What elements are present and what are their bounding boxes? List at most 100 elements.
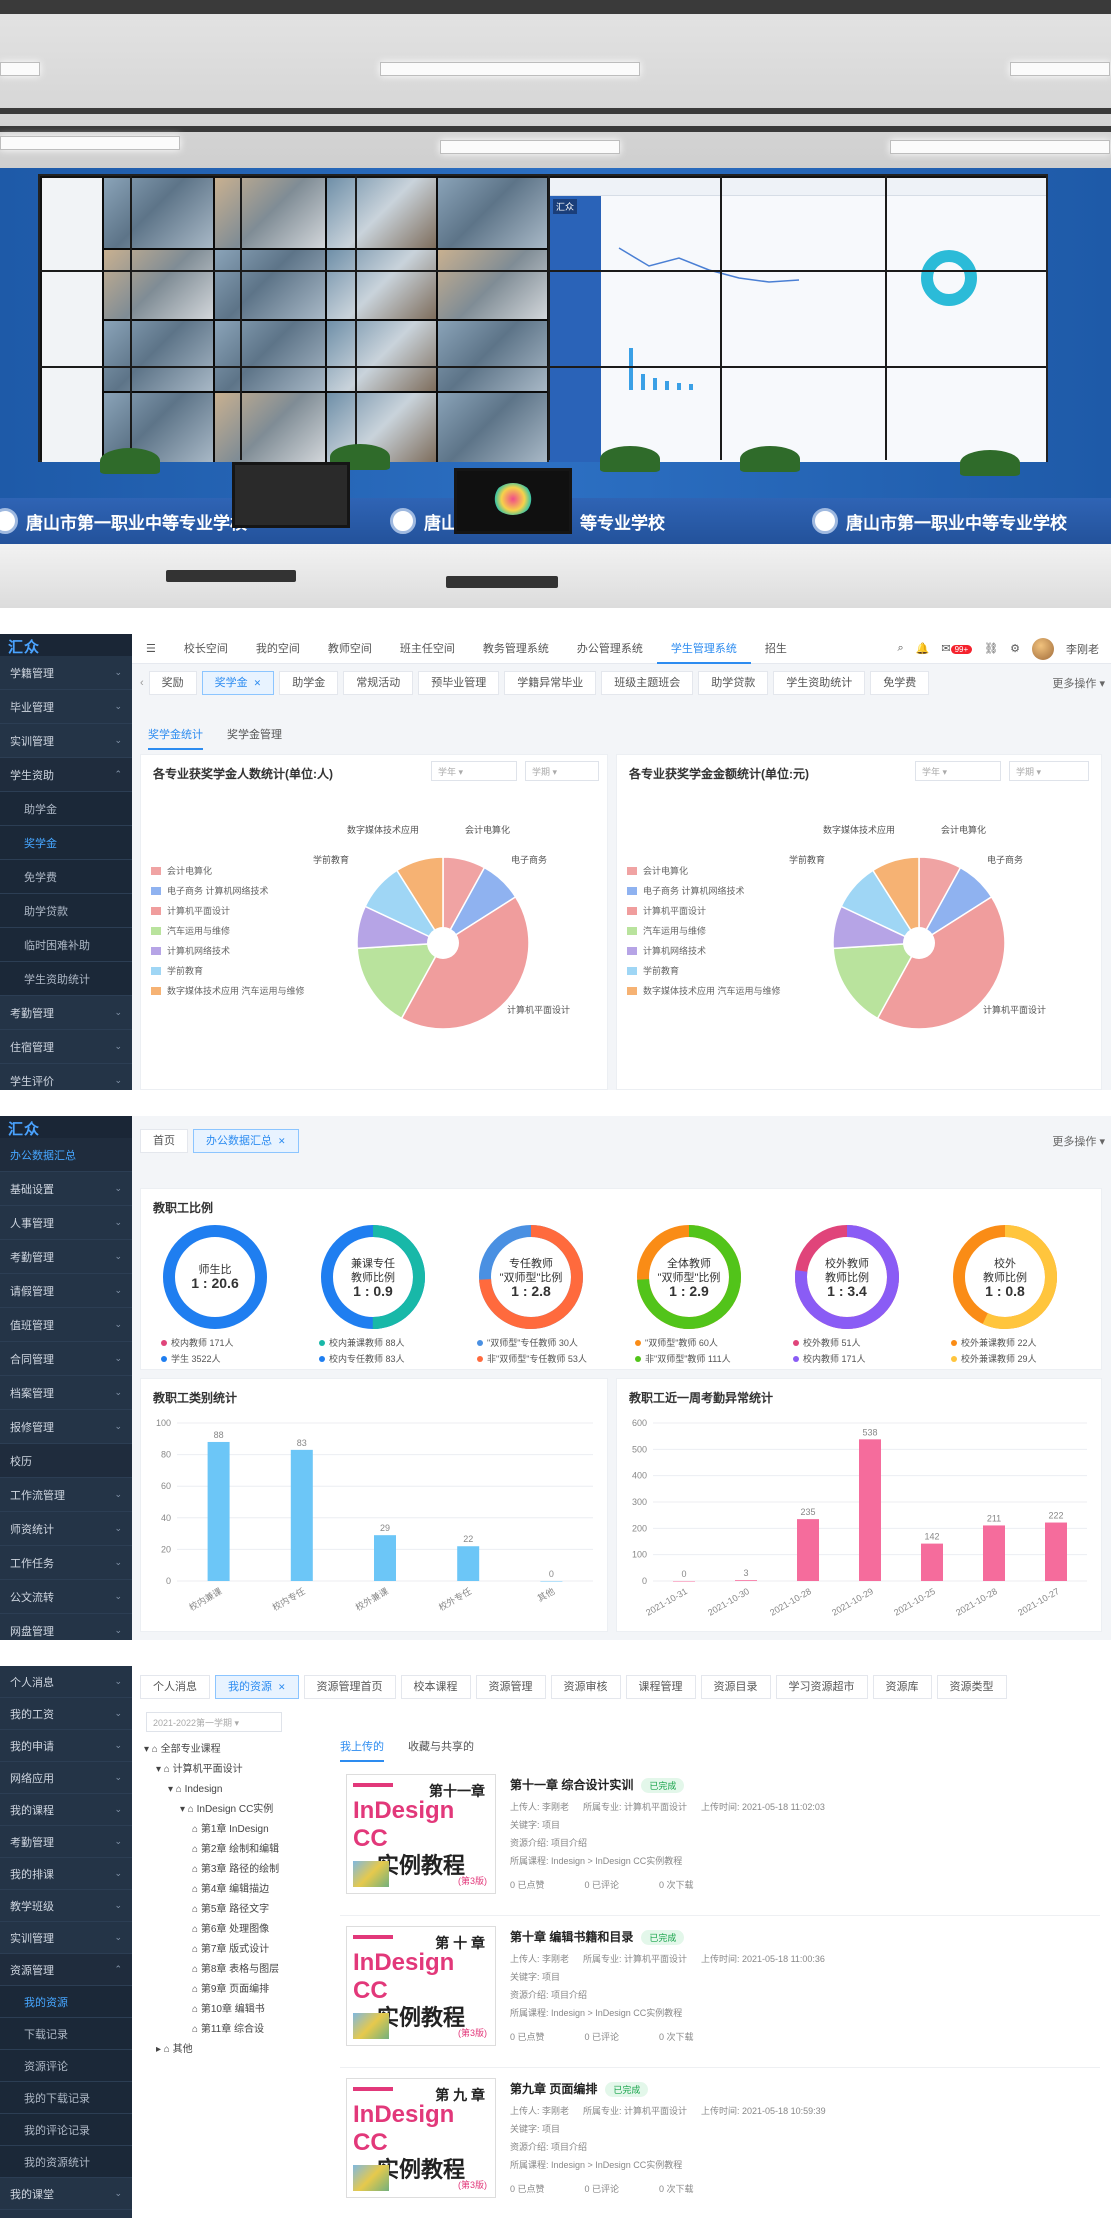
message-icon[interactable]: ✉ 99+ xyxy=(941,642,973,655)
year-select[interactable]: 学年 ▾ xyxy=(431,761,517,781)
tab[interactable]: 课程管理 xyxy=(625,1675,696,1699)
sidebar-item[interactable]: 学生资助统计 xyxy=(0,962,132,996)
subtab-scholarship-stats[interactable]: 奖学金统计 xyxy=(148,726,203,750)
stat-item[interactable]: 0 已评论 xyxy=(584,2184,620,2194)
top-nav-item[interactable]: 教师空间 xyxy=(327,642,372,655)
tab[interactable]: 预毕业管理 xyxy=(418,671,500,695)
tab[interactable]: 资源管理 xyxy=(475,1675,546,1699)
sidebar-item[interactable]: 我的课堂 ⌄ xyxy=(0,2178,132,2210)
sidebar-item[interactable]: 公文流转 ⌄ xyxy=(0,1580,132,1614)
tree-node[interactable]: ▾ ⌂ Indesign xyxy=(168,1784,223,1795)
sidebar-item[interactable]: 学生评价 ⌄ xyxy=(0,1064,132,1090)
subtab-shared[interactable]: 收藏与共享的 xyxy=(408,1741,474,1753)
tab[interactable]: 免学费 xyxy=(870,671,930,695)
resource-title[interactable]: 第十章 编辑书籍和目录 已完成 xyxy=(510,1928,685,1945)
sidebar-item[interactable]: 临时困难补助 xyxy=(0,928,132,962)
sidebar-item[interactable]: 我的下载记录 xyxy=(0,2082,132,2114)
top-nav-item[interactable]: 办公管理系统 xyxy=(576,642,643,655)
user-name[interactable]: 李刚老 xyxy=(1066,643,1099,656)
tab[interactable]: 常规活动 xyxy=(343,671,414,695)
stat-item[interactable]: 0 次下载 xyxy=(659,1880,694,1890)
tree-node[interactable]: ▾ ⌂ 计算机平面设计 xyxy=(156,1764,243,1775)
sidebar-item[interactable]: 教学班级 ⌄ xyxy=(0,1890,132,1922)
sidebar-item[interactable]: 值班管理 ⌄ xyxy=(0,1308,132,1342)
tab[interactable]: 奖励 xyxy=(148,671,197,695)
semester-select[interactable]: 2021-2022第一学期 ▾ xyxy=(146,1712,282,1732)
subtab-scholarship-manage[interactable]: 奖学金管理 xyxy=(227,729,282,741)
sidebar-item[interactable]: 实训管理 ⌄ xyxy=(0,724,132,758)
sidebar-item[interactable]: 学生资助 ⌃ xyxy=(0,758,132,792)
tab[interactable]: 学习资源超市 xyxy=(775,1675,868,1699)
sidebar-item[interactable]: 工作任务 ⌄ xyxy=(0,1546,132,1580)
tab[interactable]: 学生资助统计 xyxy=(773,671,866,695)
top-nav-item[interactable]: 我的空间 xyxy=(255,642,300,655)
sidebar-item[interactable]: 毕业管理 ⌄ xyxy=(0,690,132,724)
tree-node[interactable]: ⌂ 第3章 路径的绘制 xyxy=(192,1864,280,1875)
top-nav-item[interactable]: 校长空间 xyxy=(183,642,228,655)
sidebar-item[interactable]: 办公数据汇总 xyxy=(0,1138,132,1172)
sidebar-item[interactable]: 合同管理 ⌄ xyxy=(0,1342,132,1376)
sidebar-item[interactable]: 助学贷款 xyxy=(0,894,132,928)
tab[interactable]: 资源审核 xyxy=(550,1675,621,1699)
tab[interactable]: 资源库 xyxy=(872,1675,932,1699)
resource-card[interactable]: 第 十 章 InDesign CC 实例教程 (第3版) 第十章 编辑书籍和目录 已完成上… xyxy=(340,1918,1100,2068)
avatar[interactable] xyxy=(1032,637,1054,660)
tab[interactable]: 助学贷款 xyxy=(698,671,769,695)
sidebar-item[interactable]: 下载记录 xyxy=(0,2018,132,2050)
tree-node[interactable]: ▸ ⌂ 其他 xyxy=(156,2044,193,2055)
tree-node[interactable]: ▾ ⌂ 全部专业课程 xyxy=(144,1744,221,1755)
sidebar-item[interactable]: 校历 xyxy=(0,1444,132,1478)
sidebar-item[interactable]: 请假管理 ⌄ xyxy=(0,1274,132,1308)
sidebar-item[interactable]: 报修管理 ⌄ xyxy=(0,1410,132,1444)
close-icon[interactable]: ✕ xyxy=(253,678,262,688)
tree-node[interactable]: ▾ ⌂ InDesign CC实例 xyxy=(180,1804,274,1815)
bell-icon[interactable]: 🔔 xyxy=(915,643,930,655)
sidebar-item[interactable]: 住宿管理 ⌄ xyxy=(0,1030,132,1064)
sidebar-item[interactable]: 免学费 xyxy=(0,860,132,894)
tab-office-summary[interactable]: 办公数据汇总 ✕ xyxy=(193,1129,299,1153)
tree-node[interactable]: ⌂ 第2章 绘制和编辑 xyxy=(192,1844,280,1855)
settings-icon[interactable]: ⚙ xyxy=(1010,643,1020,655)
stat-item[interactable]: 0 次下载 xyxy=(659,2032,694,2042)
search-icon[interactable]: ⌕ xyxy=(897,642,904,654)
stat-item[interactable]: 0 已点赞 xyxy=(510,2184,545,2194)
tree-node[interactable]: ⌂ 第11章 综合设 xyxy=(192,2024,264,2035)
sidebar-item[interactable]: 档案管理 ⌄ xyxy=(0,1376,132,1410)
resource-card[interactable]: 第十一章 InDesign CC 实例教程 (第3版) 第十一章 综合设计实训 已完成 上传… xyxy=(340,1766,1100,1916)
sidebar-item[interactable]: 我的排课 ⌄ xyxy=(0,1858,132,1890)
sidebar-item[interactable]: 工作流管理 ⌄ xyxy=(0,1478,132,1512)
sidebar-item[interactable]: 我的工资 ⌄ xyxy=(0,1698,132,1730)
sidebar-item[interactable]: 助学金 xyxy=(0,792,132,826)
sidebar-item[interactable]: 人事管理 ⌄ xyxy=(0,1206,132,1240)
tab[interactable]: 学籍异常毕业 xyxy=(504,671,597,695)
term-select[interactable]: 学期 ▾ xyxy=(525,761,599,781)
home-grid-icon[interactable]: ☰ xyxy=(146,642,156,655)
top-nav-item[interactable]: 学生管理系统 xyxy=(656,634,751,664)
tab[interactable]: 奖学金 ✕ xyxy=(201,671,275,695)
year-select[interactable]: 学年 ▾ xyxy=(915,761,1001,781)
resource-title[interactable]: 第十一章 综合设计实训 已完成 xyxy=(510,1776,685,1793)
sidebar-item[interactable]: 师资统计 ⌄ xyxy=(0,1512,132,1546)
tree-node[interactable]: ⌂ 第6章 处理图像 xyxy=(192,1924,270,1935)
term-select[interactable]: 学期 ▾ xyxy=(1009,761,1089,781)
sidebar-item[interactable]: 考勤管理 ⌄ xyxy=(0,1826,132,1858)
chevron-left-icon[interactable]: ‹ xyxy=(140,677,144,689)
sidebar-item[interactable]: 网络应用 ⌄ xyxy=(0,1762,132,1794)
stat-item[interactable]: 0 已评论 xyxy=(584,2032,620,2042)
tree-node[interactable]: ⌂ 第5章 路径文字 xyxy=(192,1904,270,1915)
sidebar-item[interactable]: 网盘管理 ⌄ xyxy=(0,1614,132,1640)
sidebar-item[interactable]: 我的资源统计 xyxy=(0,2146,132,2178)
tab-home[interactable]: 首页 xyxy=(140,1129,188,1153)
sidebar-item[interactable]: 个人消息 ⌄ xyxy=(0,1666,132,1698)
stat-item[interactable]: 0 已点赞 xyxy=(510,1880,545,1890)
stat-item[interactable]: 0 已评论 xyxy=(584,1880,620,1890)
tree-node[interactable]: ⌂ 第9章 页面编排 xyxy=(192,1984,270,1995)
tree-node[interactable]: ⌂ 第1章 InDesign xyxy=(192,1824,269,1835)
more-actions[interactable]: 更多操作 ▾ xyxy=(1052,678,1105,690)
sidebar-item[interactable]: 奖学金 xyxy=(0,826,132,860)
sidebar-item[interactable]: 学籍管理 ⌄ xyxy=(0,656,132,690)
stat-item[interactable]: 0 已点赞 xyxy=(510,2032,545,2042)
sidebar-item[interactable]: 基础设置 ⌄ xyxy=(0,1172,132,1206)
tree-node[interactable]: ⌂ 第8章 表格与图层 xyxy=(192,1964,280,1975)
tree-node[interactable]: ⌂ 第4章 编辑描边 xyxy=(192,1884,270,1895)
